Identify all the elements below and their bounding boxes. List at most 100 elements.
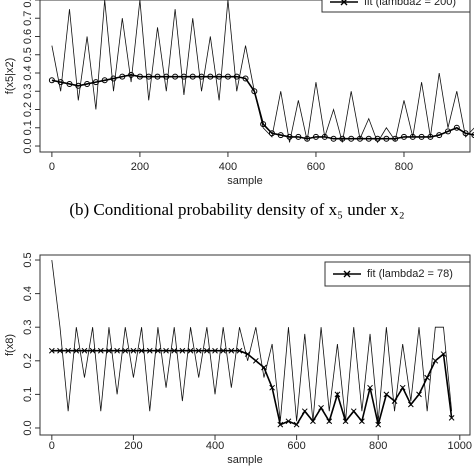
fit-marker <box>48 347 55 354</box>
fit-marker <box>172 73 179 80</box>
fit-marker <box>122 347 129 354</box>
fit-marker <box>399 384 406 391</box>
fit-marker <box>321 133 328 140</box>
fit-marker <box>114 347 120 354</box>
fit-marker <box>339 135 346 142</box>
fit-marker <box>251 88 258 95</box>
sample-line <box>51 259 453 422</box>
x-tick-label: 400 <box>206 440 224 452</box>
fit-marker <box>310 418 316 425</box>
fit-marker <box>212 347 218 354</box>
fit-marker <box>350 408 357 415</box>
fit-marker <box>101 77 108 84</box>
y-tick-label: 0.8 <box>22 0 34 8</box>
fit-marker <box>375 421 382 428</box>
fit-marker <box>365 135 372 142</box>
legend-label: fit (lambda2 = 200) <box>364 0 456 8</box>
sample-line <box>51 0 474 144</box>
fit-marker <box>171 347 178 354</box>
fit-marker <box>277 132 284 139</box>
fit-marker <box>228 347 235 354</box>
y-axis-title: f(x8) <box>4 334 16 356</box>
fit-marker <box>145 73 152 80</box>
fit-marker <box>207 73 214 80</box>
fit-marker <box>418 133 425 140</box>
fit-marker <box>180 73 187 80</box>
fit-marker <box>92 79 99 86</box>
plot-frame <box>39 254 471 436</box>
fit-marker <box>285 418 292 425</box>
fit-marker <box>163 347 169 354</box>
fit-marker <box>224 73 231 80</box>
fit-marker <box>128 71 135 78</box>
fit-marker <box>57 347 63 354</box>
fit-marker <box>359 418 365 425</box>
fit-marker <box>119 73 126 80</box>
fit-marker <box>195 347 202 354</box>
fit-marker <box>356 135 363 142</box>
fit-marker <box>242 75 249 82</box>
y-tick-label: 0.1 <box>22 387 34 402</box>
x-tick-label: 200 <box>124 440 142 452</box>
fit-marker <box>293 421 300 428</box>
x-axis-title: sample <box>227 175 262 187</box>
fit-marker <box>89 347 96 354</box>
fit-marker <box>138 347 145 354</box>
fit-marker <box>318 404 324 411</box>
fit-marker <box>444 128 451 135</box>
fit-marker <box>97 347 104 354</box>
fit-marker <box>409 133 416 140</box>
fit-marker <box>277 421 284 428</box>
fit-marker <box>462 130 469 137</box>
x-tick-label: 0 <box>49 161 55 173</box>
legend-marker <box>343 270 351 278</box>
fit-marker <box>269 384 275 391</box>
fit-marker <box>187 347 194 354</box>
fit-marker <box>73 347 80 354</box>
fit-marker <box>261 364 267 371</box>
fit-marker <box>427 133 434 140</box>
chart: 0.0 0.1 0.2 0.3 0.4 0.5 0.6 0.7 0.8 0 200 400 600 800… <box>4 0 474 187</box>
x-tick-label: 600 <box>307 161 325 173</box>
fit-marker <box>260 121 267 128</box>
fit-marker <box>146 347 153 354</box>
fit-marker <box>110 75 117 82</box>
y-tick-label: 0.3 <box>22 84 34 99</box>
fit-marker <box>57 79 64 86</box>
fit-marker <box>252 357 259 364</box>
caption: (b) Conditional probability density of x… <box>69 200 404 219</box>
fit-marker <box>424 374 431 381</box>
fit-line <box>51 74 474 140</box>
fit-marker <box>155 347 161 354</box>
y-tick-label: 0.3 <box>22 320 34 335</box>
fit-marker <box>383 135 390 142</box>
fit-marker <box>65 347 72 354</box>
fit-marker <box>383 391 390 398</box>
fit-marker <box>407 401 414 408</box>
fit-marker <box>448 415 455 421</box>
x-tick-label: 800 <box>369 440 387 452</box>
fit-marker <box>66 80 73 87</box>
fit-marker <box>295 133 302 140</box>
fit-marker <box>304 135 311 142</box>
y-tick-label: 0.1 <box>22 120 34 135</box>
fit-marker <box>301 408 308 415</box>
fit-marker <box>179 347 186 354</box>
fit-marker <box>244 351 251 357</box>
legend-marker <box>340 0 348 6</box>
plot-frame <box>39 0 471 153</box>
y-axis-title: f(x5|x2) <box>4 58 16 94</box>
fit-marker <box>326 418 333 425</box>
fit-marker <box>400 133 407 140</box>
x-tick-label: 1000 <box>448 440 472 452</box>
fit-marker <box>220 347 227 354</box>
fit-marker <box>268 130 275 137</box>
fit-marker <box>75 82 82 89</box>
fit-marker <box>330 135 337 142</box>
y-tick-label: 0.5 <box>22 47 34 62</box>
fit-marker <box>374 135 381 142</box>
fit-marker <box>163 73 170 80</box>
fit-marker <box>440 351 447 357</box>
fit-marker <box>81 347 88 354</box>
